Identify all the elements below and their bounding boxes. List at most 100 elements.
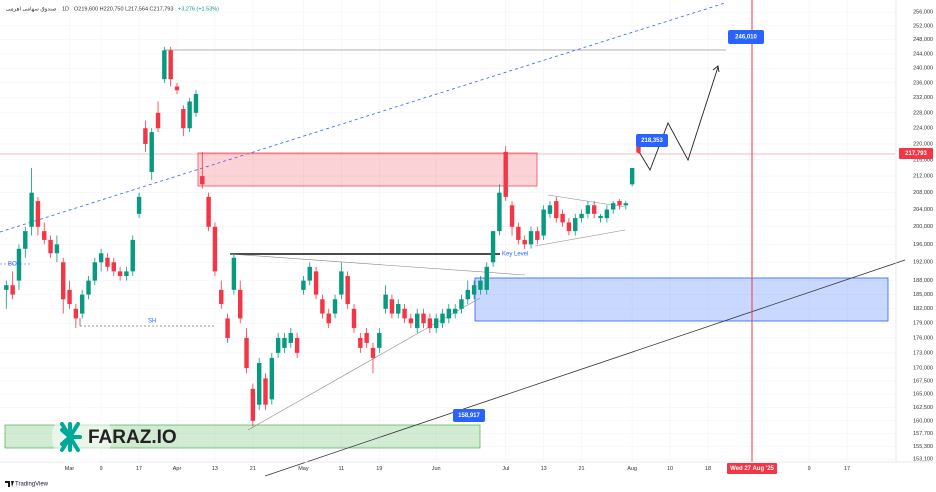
y-tick-label: 179,000	[913, 321, 933, 327]
candle-body	[503, 151, 508, 197]
candle-body	[155, 112, 161, 129]
y-tick-label: 240,000	[913, 66, 933, 72]
mid-label: 218,353	[641, 138, 663, 144]
y-tick-label: 185,000	[913, 292, 933, 298]
x-tick-label: 21	[250, 466, 256, 472]
y-tick-label: 192,000	[913, 260, 933, 266]
x-tick-label: 18	[705, 466, 711, 472]
candle-body	[598, 215, 603, 219]
candle-body	[61, 262, 66, 300]
y-tick-label: 167,500	[913, 378, 933, 384]
candle-body	[345, 275, 350, 305]
watermark-logo	[52, 407, 112, 467]
y-tick-label: 170,000	[913, 366, 933, 372]
candle-body	[516, 226, 521, 240]
y-tick-label: 228,000	[913, 110, 933, 116]
y-tick-label: 176,000	[913, 335, 933, 341]
candle-body	[383, 294, 388, 309]
mid-badge	[636, 134, 668, 147]
candle-body	[263, 378, 268, 405]
candle-body	[446, 308, 452, 319]
x-tick-label: 17	[136, 466, 142, 472]
demand-zone	[474, 277, 889, 322]
candle-body	[465, 289, 470, 300]
candle-body	[358, 337, 363, 348]
candle-body	[585, 205, 591, 214]
candle-body	[206, 196, 211, 227]
candle-body	[636, 145, 641, 153]
x-tick-label: Mar	[65, 466, 75, 472]
trend-line	[0, 2, 726, 233]
candle-body	[629, 167, 635, 185]
candle-body	[250, 388, 256, 421]
candle-body	[54, 244, 60, 254]
candle-body	[86, 280, 91, 295]
x-tick-label: 13	[541, 466, 547, 472]
candle-body	[42, 231, 47, 240]
candle-body	[67, 289, 72, 305]
x-tick-label: Apr	[173, 466, 182, 472]
candle-body	[471, 285, 477, 295]
projection-arrow	[712, 65, 720, 73]
candle-body	[16, 248, 22, 281]
candle-body	[610, 203, 616, 210]
candle-body	[124, 271, 129, 276]
candle-body	[547, 205, 553, 214]
candle-body	[364, 333, 369, 343]
grid	[0, 0, 896, 462]
candle-body	[4, 285, 9, 290]
y-tick-label: 212,000	[913, 174, 933, 180]
candle-body	[269, 357, 275, 400]
candle-body	[92, 262, 98, 281]
candle-body	[408, 318, 414, 324]
watermark: FARAZ.IO	[88, 427, 177, 448]
candle-body	[497, 192, 502, 232]
y-tick-label: 244,000	[913, 51, 933, 57]
candle-body	[421, 313, 426, 324]
candle-body	[459, 299, 464, 309]
candle-body	[193, 93, 199, 113]
candle-body	[225, 318, 230, 338]
y-tick-label: 252,000	[913, 23, 933, 29]
candle-body	[604, 209, 610, 219]
y-tick-label: 220,000	[913, 141, 933, 147]
candle-body	[566, 222, 572, 232]
target-label: 246,010	[735, 35, 757, 41]
candle-body	[389, 299, 395, 314]
candle-body	[294, 337, 300, 353]
symbol-name: صندوق سهامی اهرمی	[6, 6, 57, 12]
candle-body	[440, 313, 445, 324]
candle-body	[48, 239, 53, 254]
candle-body	[79, 294, 85, 314]
candle-body	[528, 231, 534, 245]
candle-body	[402, 308, 407, 319]
y-tick-label: 232,000	[913, 95, 933, 101]
candle-body	[136, 196, 142, 214]
candle-body	[307, 266, 312, 281]
candle-body	[415, 313, 420, 329]
y-tick-label: 224,000	[913, 126, 933, 132]
candle-body	[162, 50, 167, 80]
candle-body	[427, 318, 433, 329]
candle-body	[509, 205, 515, 227]
candle-body	[219, 289, 224, 305]
y-tick-label: 155,300	[913, 444, 933, 450]
candle-body	[573, 218, 578, 232]
candle-body	[313, 271, 319, 295]
candle-body	[98, 253, 104, 263]
date-badge	[727, 463, 777, 474]
candle-body	[174, 86, 180, 91]
y-tick-label: 188,000	[913, 278, 933, 284]
x-tick-label: Jun	[432, 466, 441, 472]
candle-body	[187, 101, 192, 129]
y-tick-label: 182,000	[913, 306, 933, 312]
candle-body	[592, 205, 597, 214]
candle-body	[541, 209, 546, 236]
candle-body	[326, 313, 331, 324]
candle-body	[231, 257, 237, 290]
y-tick-label: 256,000	[913, 10, 933, 16]
x-tick-label: Jul	[502, 466, 509, 472]
last-price-badge	[899, 148, 933, 159]
x-tick-label: 11	[338, 466, 344, 472]
